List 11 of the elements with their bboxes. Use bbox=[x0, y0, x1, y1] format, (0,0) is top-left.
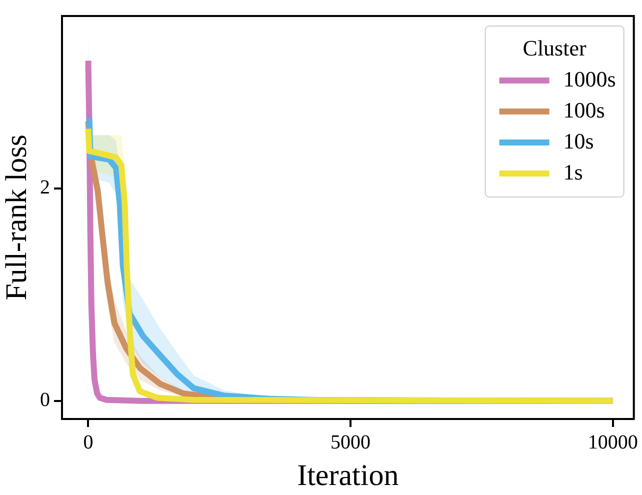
y-axis-title: Full-rank loss bbox=[0, 134, 33, 300]
x-tick-label: 10000 bbox=[588, 431, 638, 454]
legend-label: 1s bbox=[563, 159, 583, 184]
legend-label: 1000s bbox=[563, 66, 616, 92]
x-tick-label: 5000 bbox=[330, 431, 371, 454]
legend-title: Cluster bbox=[522, 35, 587, 60]
x-tick-label: 0 bbox=[83, 431, 94, 454]
legend-label: 10s bbox=[563, 128, 594, 154]
y-tick-label: 2 bbox=[40, 176, 50, 199]
x-axis-title: Iteration bbox=[297, 458, 399, 492]
legend-label: 100s bbox=[563, 97, 605, 122]
